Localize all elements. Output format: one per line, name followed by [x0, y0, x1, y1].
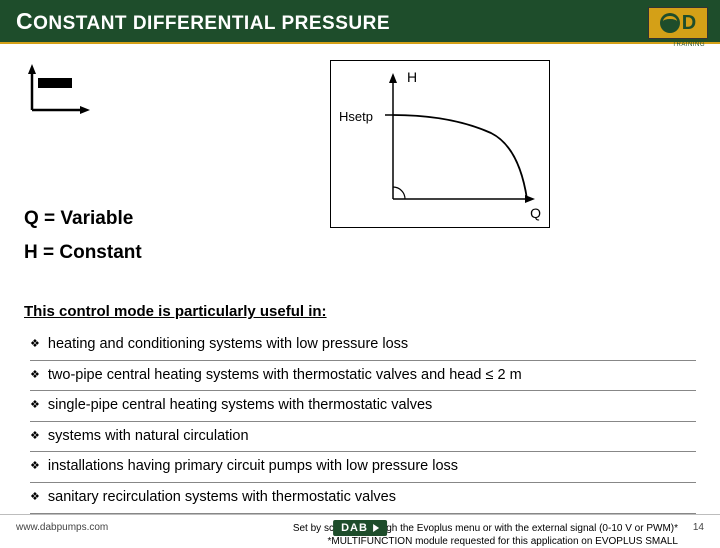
footer-url: www.dabpumps.com	[16, 522, 108, 533]
q-variable: Q = Variable	[24, 208, 142, 230]
list-item-text: sanitary recirculation systems with ther…	[48, 489, 396, 505]
title-capital: C	[16, 8, 33, 34]
list-item: systems with natural circulation	[30, 422, 696, 453]
list-item-text: single-pipe central heating systems with…	[48, 397, 432, 413]
list-item-text: systems with natural circulation	[48, 428, 249, 444]
list-item: single-pipe central heating systems with…	[30, 391, 696, 422]
graph-svg	[341, 69, 541, 219]
graph-setpoint-label: Hsetp	[339, 109, 373, 124]
footer-brand: DAB	[333, 520, 387, 536]
list-item: installations having primary circuit pum…	[30, 452, 696, 483]
hq-graph: H Hsetp Q	[330, 60, 550, 228]
slide-title: CONSTANT DIFFERENTIAL PRESSURE	[16, 8, 390, 35]
dab-logo: DAB	[333, 520, 387, 536]
useful-heading: This control mode is particularly useful…	[24, 303, 696, 320]
list-item: two-pipe central heating systems with th…	[30, 361, 696, 392]
graduation-icon	[660, 13, 680, 33]
mode-icon-container	[24, 58, 104, 121]
variable-definitions: Q = Variable H = Constant	[24, 196, 142, 276]
training-logo: D TRAINING	[648, 7, 708, 39]
title-rest: ONSTANT DIFFERENTIAL PRESSURE	[33, 13, 390, 34]
list-item-text: two-pipe central heating systems with th…	[48, 367, 522, 383]
graph-h-label: H	[407, 69, 417, 85]
list-item: sanitary recirculation systems with ther…	[30, 483, 696, 514]
logo-subtext: TRAINING	[672, 42, 705, 48]
graph-q-label: Q	[530, 205, 541, 221]
logo-letter: D	[682, 13, 696, 33]
list-item-text: heating and conditioning systems with lo…	[48, 336, 408, 352]
constant-pressure-icon	[24, 64, 92, 116]
applications-list: heating and conditioning systems with lo…	[24, 330, 696, 514]
list-item-text: installations having primary circuit pum…	[48, 458, 458, 474]
slide-header: CONSTANT DIFFERENTIAL PRESSURE D TRAININ…	[0, 0, 720, 44]
list-item: heating and conditioning systems with lo…	[30, 330, 696, 361]
slide-content: Q = Variable H = Constant H Hsetp Q This…	[0, 44, 720, 548]
slide-footer: www.dabpumps.com DAB 14	[0, 514, 720, 540]
page-number: 14	[693, 522, 704, 533]
h-constant: H = Constant	[24, 242, 142, 264]
